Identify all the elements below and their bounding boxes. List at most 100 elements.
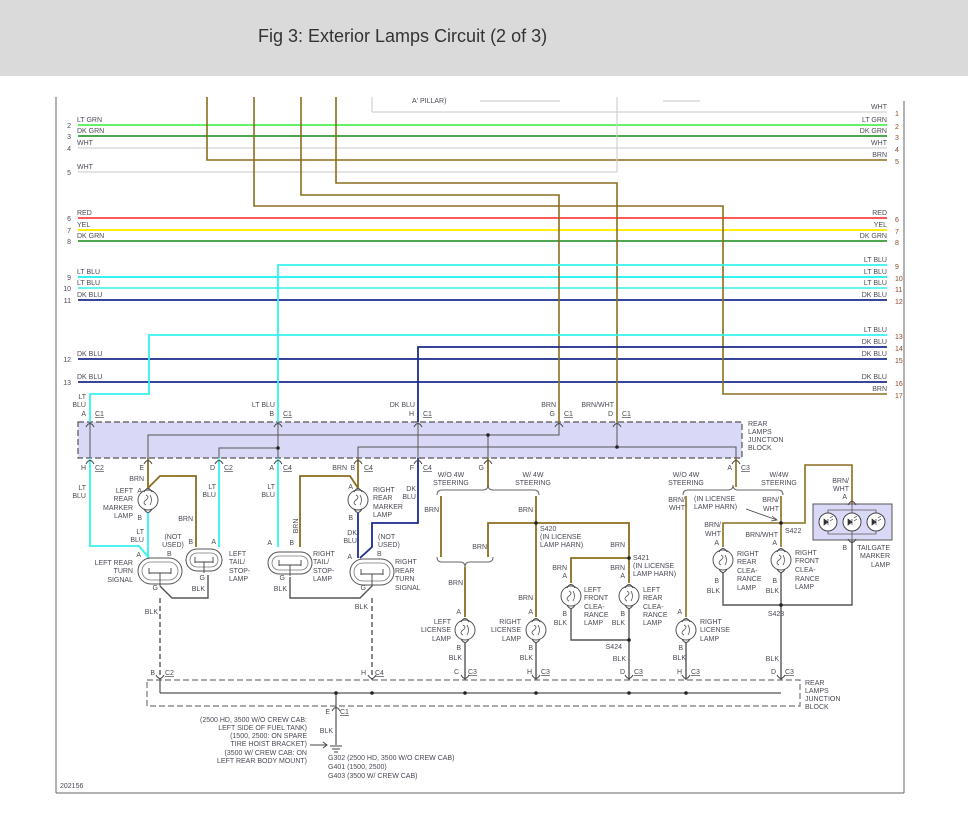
middle-section-label: RANCE [643,612,668,619]
wire-lt-blu [89,458,150,559]
right-section-label: REAR [395,568,414,575]
wire-color-label: BRN [872,152,887,159]
junction-label: C3 [741,465,750,472]
splice-dot [534,691,538,695]
middle-section-label: LEFT [434,619,452,626]
right-area-label: STEERING [668,480,704,487]
middle-section-label: B [528,645,533,652]
wire-number: 7 [67,228,71,235]
bottom-label: G403 (3500 W/ CREW CAB) [328,773,417,780]
middle-section-label: S421 [633,555,649,562]
right-section-label: BRN [293,519,300,534]
wire-number: 16 [895,381,903,388]
right-section-label: B [289,540,294,547]
steering-option-brace [436,556,494,568]
wire-brn [253,97,887,395]
middle-section-label: LAMP [432,636,451,643]
left-section-label: USED) [162,542,184,549]
left-rear-turn-signal [137,557,183,586]
connector-pin-icon [85,423,95,428]
junction-label: LT [78,394,86,401]
right-area-label: WHT [763,506,780,513]
ground-arrow-icon [310,741,328,749]
middle-section-label: B [562,611,567,618]
bottom-label: E [325,709,330,716]
connector-pin-icon [624,584,634,589]
wire-number: 7 [895,229,899,236]
middle-section-label: LAMP [643,620,662,627]
right-section-label: (NOT [378,534,396,541]
junction-label: LAMPS [748,429,772,436]
diagram-frame [55,97,905,794]
middle-section-label: A [620,573,625,580]
junction-label: E [139,465,144,472]
junction-label: C4 [364,465,373,472]
middle-section-label: D [620,669,625,676]
splice-dot [684,691,688,695]
bottom-label: (2500 HD, 3500 W/O CREW CAB: [200,717,307,724]
junction-label: F [410,465,414,472]
lamp-bulb-icon [618,585,640,607]
left-section-label: BLU [72,493,86,500]
right-area-label: WHT [705,531,722,538]
wire-blk [722,540,853,606]
connector-pin-icon [155,674,165,679]
connector-pin-icon [460,674,470,679]
connector-pin-icon [353,508,363,513]
right-area-label: (IN LICENSE [694,496,736,503]
middle-section-label: LAMP HARN) [633,571,676,578]
right-rear-clearance-lamp [712,549,734,571]
right-area-label: RIGHT [795,550,818,557]
right-area-label: BRN/ [668,497,685,504]
left-section-label: LT [136,529,144,536]
connector-pin-icon [331,707,341,712]
left-section-label: BLU [130,537,144,544]
right-area-label: RANCE [795,576,820,583]
junction-label: BRN [541,402,556,409]
splice-dot [334,691,338,695]
splice-dot [627,691,631,695]
wire-lt-blu [89,334,887,422]
splice-dot [627,556,631,560]
connector-pin-icon [847,501,857,506]
right-area-label: B [842,545,847,552]
wire-brn [335,97,618,422]
rear-lamps-junction-block-lower [146,679,801,707]
wire-dk-blu [359,458,419,559]
right-section-label: B [348,515,353,522]
right-area-label: FRONT [795,558,820,565]
wire-number: 3 [895,135,899,142]
junction-label: C2 [95,465,104,472]
wire-number: 12 [63,357,71,364]
right-area-label: S422 [785,528,801,535]
wire-brn [781,464,853,524]
wire-number: 2 [67,123,71,130]
wire-color-label: WHT [871,140,888,147]
junction-label: G [479,465,484,472]
connector-pin-icon [776,548,786,553]
right-section-label: TURN [395,576,414,583]
junction-label: BRN [332,465,347,472]
connector-pin-icon [731,460,741,465]
connector-pin-icon [413,423,423,428]
symbols [85,423,893,753]
connector-pin-icon [143,508,153,513]
bottom-label: B [150,670,155,677]
right-tail-stop-lamp [267,551,313,576]
wire-color-label: DK BLU [77,292,102,299]
middle-section-label: C3 [634,669,643,676]
figure-header: Fig 3: Exterior Lamps Circuit (2 of 3) [0,0,968,76]
wire-number: 9 [67,275,71,282]
wire-number: 4 [895,147,899,154]
leader-arrow-icon [745,508,778,522]
bottom-label: LAMPS [805,688,829,695]
wire-number: 10 [63,286,71,293]
bottom-label: LEFT REAR BODY MOUNT) [217,758,307,765]
right-section-label: RIGHT [395,559,418,566]
led-diode-icon [847,515,858,526]
left-section-label: REAR [114,496,133,503]
junction-label: H [81,465,86,472]
wire-color-label: LT BLU [864,257,887,264]
right-area-label: LAMP [795,584,814,591]
wire-number: 13 [895,334,903,341]
